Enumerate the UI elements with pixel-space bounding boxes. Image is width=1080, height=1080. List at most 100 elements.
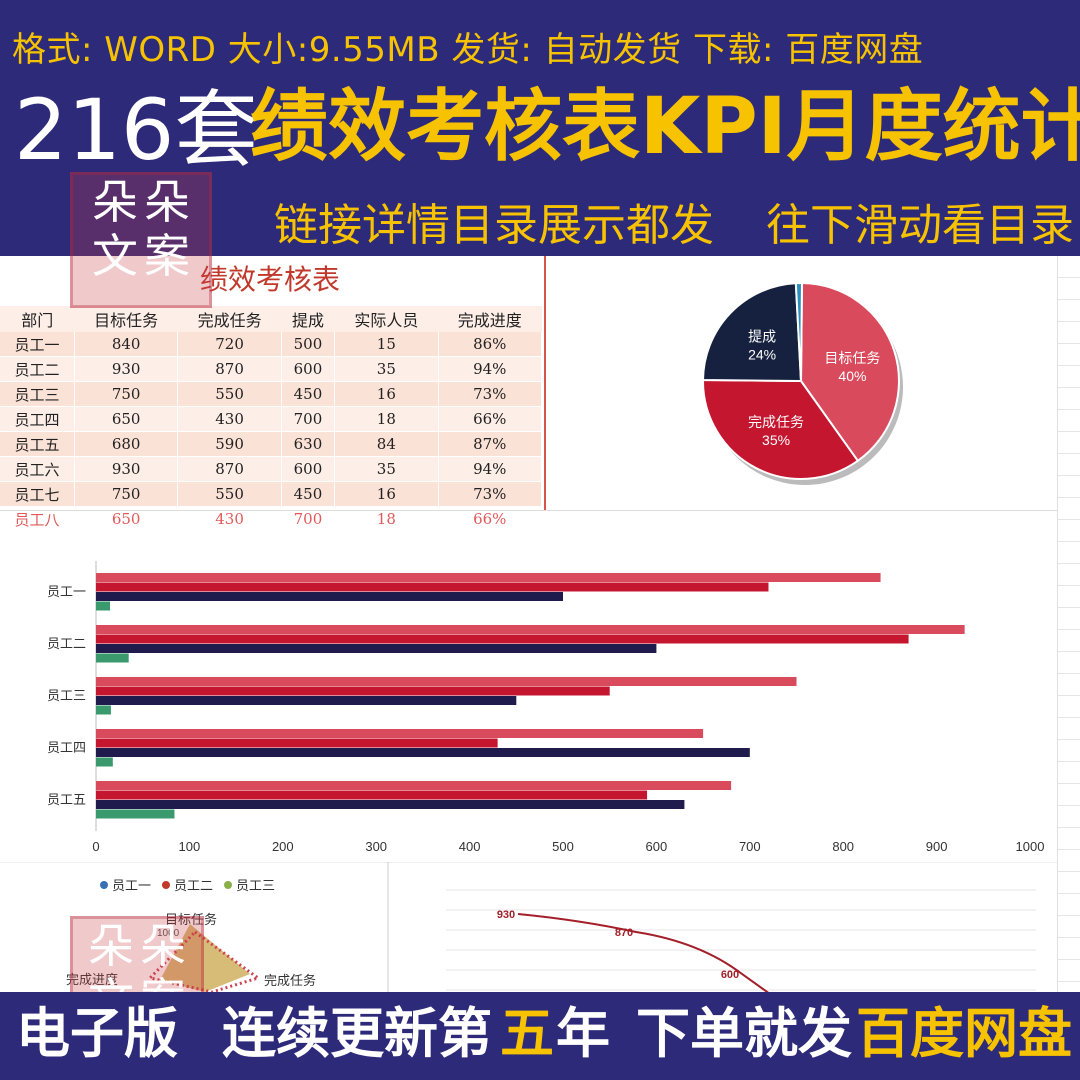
- table-row: 员工三 750 550 450 16 73%: [0, 381, 543, 407]
- table-row: 员工六 930 870 600 35 94%: [0, 456, 543, 482]
- x-tick-label: 0: [92, 839, 99, 854]
- table-cell: 930: [74, 356, 179, 382]
- headline: 绩效考核表KPI月度统计: [250, 82, 1080, 172]
- x-tick-label: 700: [739, 839, 761, 854]
- table-row: 员工四 650 430 700 18 66%: [0, 406, 543, 432]
- bar: [96, 781, 732, 790]
- pie-slice-label: 提成: [748, 329, 776, 345]
- watermark-char: 朵: [144, 175, 190, 229]
- table-cell: 650: [74, 406, 179, 432]
- table-cell: 73%: [438, 381, 543, 407]
- column-header: 部门: [0, 306, 75, 332]
- pie-slice-label: 完成任务: [748, 414, 804, 430]
- bar: [96, 625, 965, 634]
- watermark-stamp: 朵朵 文案: [70, 172, 212, 308]
- pie-chart: 目标任务 40% 完成任务 35% 提成 24%: [701, 281, 903, 485]
- footer-edition: 电子版: [16, 1002, 178, 1065]
- table-cell: 18: [334, 406, 439, 432]
- pie-slice-label: 目标任务: [824, 350, 880, 366]
- bar: [96, 800, 685, 809]
- table-cell: 87%: [438, 431, 543, 457]
- top-banner: 格式: WORD 大小:9.55MB 发货: 自动发货 下载: 百度网盘 216…: [0, 0, 1080, 256]
- legend-label: 员工三: [236, 878, 275, 893]
- column-header: 提成: [281, 306, 335, 332]
- x-tick-label: 900: [926, 839, 948, 854]
- table-cell: 35: [334, 456, 439, 482]
- column-header: 完成任务: [177, 306, 282, 332]
- table-cell: 员工三: [0, 381, 75, 407]
- table-cell: 450: [281, 481, 336, 507]
- column-header: 目标任务: [74, 306, 178, 332]
- table-cell: 750: [74, 381, 179, 407]
- pie-slice: [701, 282, 803, 383]
- pie-slice: [799, 281, 900, 463]
- column-header: 完成进度: [438, 306, 542, 332]
- table-cell: 750: [74, 481, 179, 507]
- table-cell: 员工二: [0, 356, 75, 382]
- subtitle-left: 链接详情目录展示都发: [274, 200, 714, 251]
- bar: [96, 748, 750, 757]
- radar-tick-label: 1000: [157, 928, 180, 939]
- radar-axis-label: 完成进度: [66, 972, 118, 987]
- column-header: 实际人员: [334, 306, 439, 332]
- table-cell: 630: [281, 431, 336, 457]
- bottom-banner: 电子版 连续更新第 五 年 下单就发 百度网盘: [0, 992, 1080, 1080]
- table-cell: 930: [74, 456, 179, 482]
- table-cell: 430: [177, 406, 282, 432]
- bar: [96, 686, 610, 696]
- footer-year-number: 五: [500, 1002, 554, 1065]
- table-cell: 590: [177, 431, 282, 457]
- watermark-char: 朵: [88, 919, 134, 973]
- x-tick-label: 800: [832, 839, 854, 854]
- table-cell: 600: [281, 356, 336, 382]
- bar: [96, 592, 563, 601]
- legend-marker: [162, 881, 170, 889]
- x-tick-label: 400: [459, 839, 481, 854]
- format-info: 格式: WORD 大小:9.55MB 发货: 自动发货 下载: 百度网盘: [12, 30, 924, 70]
- pie-slice: [794, 282, 803, 382]
- pie-slice-percent: 35%: [762, 432, 790, 448]
- table-cell: 84: [334, 431, 439, 457]
- table-cell: 94%: [438, 356, 543, 382]
- sheet-title: 绩效考核表: [200, 263, 341, 296]
- bar: [96, 729, 704, 738]
- x-tick-label: 100: [179, 839, 201, 854]
- table-cell: 700: [281, 406, 336, 432]
- bar-category-label: 员工二: [47, 636, 86, 651]
- x-tick-label: 600: [646, 839, 668, 854]
- x-tick-label: 300: [365, 839, 387, 854]
- table-cell: 15: [334, 332, 439, 357]
- set-count: 216套: [14, 81, 259, 179]
- line-series: [517, 913, 771, 995]
- bar: [96, 653, 129, 663]
- radar-axis-label: 目标任务: [165, 912, 217, 927]
- pie-chart-panel: 目标任务 40% 完成任务 35% 提成 24%: [546, 256, 1080, 510]
- x-tick-label: 200: [272, 839, 294, 854]
- bar: [96, 696, 517, 705]
- watermark-char: 文: [92, 229, 138, 283]
- watermark-char: 朵: [140, 919, 186, 973]
- x-tick-label: 500: [552, 839, 574, 854]
- table-cell: 员工五: [0, 431, 75, 457]
- legend-label: 员工一: [112, 878, 151, 893]
- table-cell: 94%: [438, 456, 543, 482]
- bar-category-label: 员工四: [47, 740, 86, 755]
- table-cell: 550: [177, 381, 282, 407]
- watermark-char: 案: [144, 229, 190, 283]
- table-cell: 450: [281, 381, 336, 407]
- footer-delivery: 百度网盘: [856, 1002, 1072, 1065]
- kpi-table: 部门 目标任务 完成任务 提成 实际人员 完成进度 员工一 840 720 500 15…: [0, 306, 543, 532]
- spreadsheet-grid-edge: [1057, 256, 1080, 992]
- kpi-sheet: 绩效考核表 部门 目标任务 完成任务 提成 实际人员 完成进度 员工一 840 72…: [0, 256, 546, 532]
- table-cell: 员工七: [0, 481, 75, 507]
- footer-order: 下单就发: [636, 1002, 852, 1065]
- bar-category-label: 员工三: [47, 688, 86, 703]
- legend-marker: [100, 881, 108, 889]
- footer-year: 年: [556, 1002, 610, 1065]
- watermark-char: 朵: [92, 175, 138, 229]
- bar: [96, 790, 648, 800]
- table-row: 员工七 750 550 450 16 73%: [0, 481, 543, 507]
- bar: [96, 601, 111, 611]
- bar-category-label: 员工五: [47, 792, 86, 807]
- table-cell: 16: [334, 481, 439, 507]
